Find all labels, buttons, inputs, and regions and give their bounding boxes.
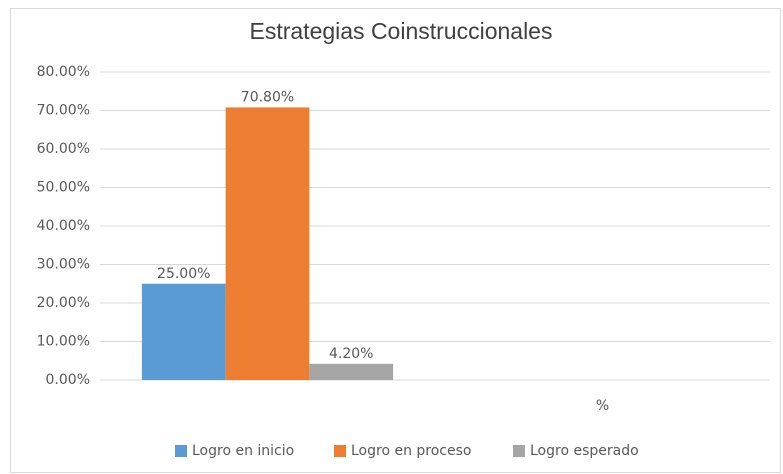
y-tick-label: 50.00% <box>37 180 90 196</box>
value-label: 4.20% <box>329 346 373 362</box>
y-tick-label: 10.00% <box>37 334 90 350</box>
y-tick-label: 40.00% <box>37 218 90 234</box>
legend-label: Logro en inicio <box>192 443 294 459</box>
y-tick-label: 0.00% <box>46 372 90 388</box>
chart-title: Estrategias Coinstruccionales <box>250 18 553 44</box>
value-label: 70.80% <box>241 89 294 105</box>
bar <box>225 107 310 381</box>
bar <box>141 283 226 380</box>
legend-label: Logro en proceso <box>351 443 471 459</box>
y-tick-label: 80.00% <box>37 64 90 80</box>
legend-swatch <box>175 445 187 457</box>
bar <box>309 363 394 380</box>
chart-border <box>10 8 781 473</box>
legend-swatch <box>334 445 346 457</box>
legend-label: Logro esperado <box>530 443 639 459</box>
x-tick-label: % <box>596 398 609 414</box>
y-tick-label: 30.00% <box>37 257 90 273</box>
value-label: 25.00% <box>157 266 210 282</box>
y-tick-label: 70.00% <box>37 103 90 119</box>
y-tick-label: 20.00% <box>37 295 90 311</box>
y-tick-label: 60.00% <box>37 141 90 157</box>
legend-swatch <box>513 445 525 457</box>
